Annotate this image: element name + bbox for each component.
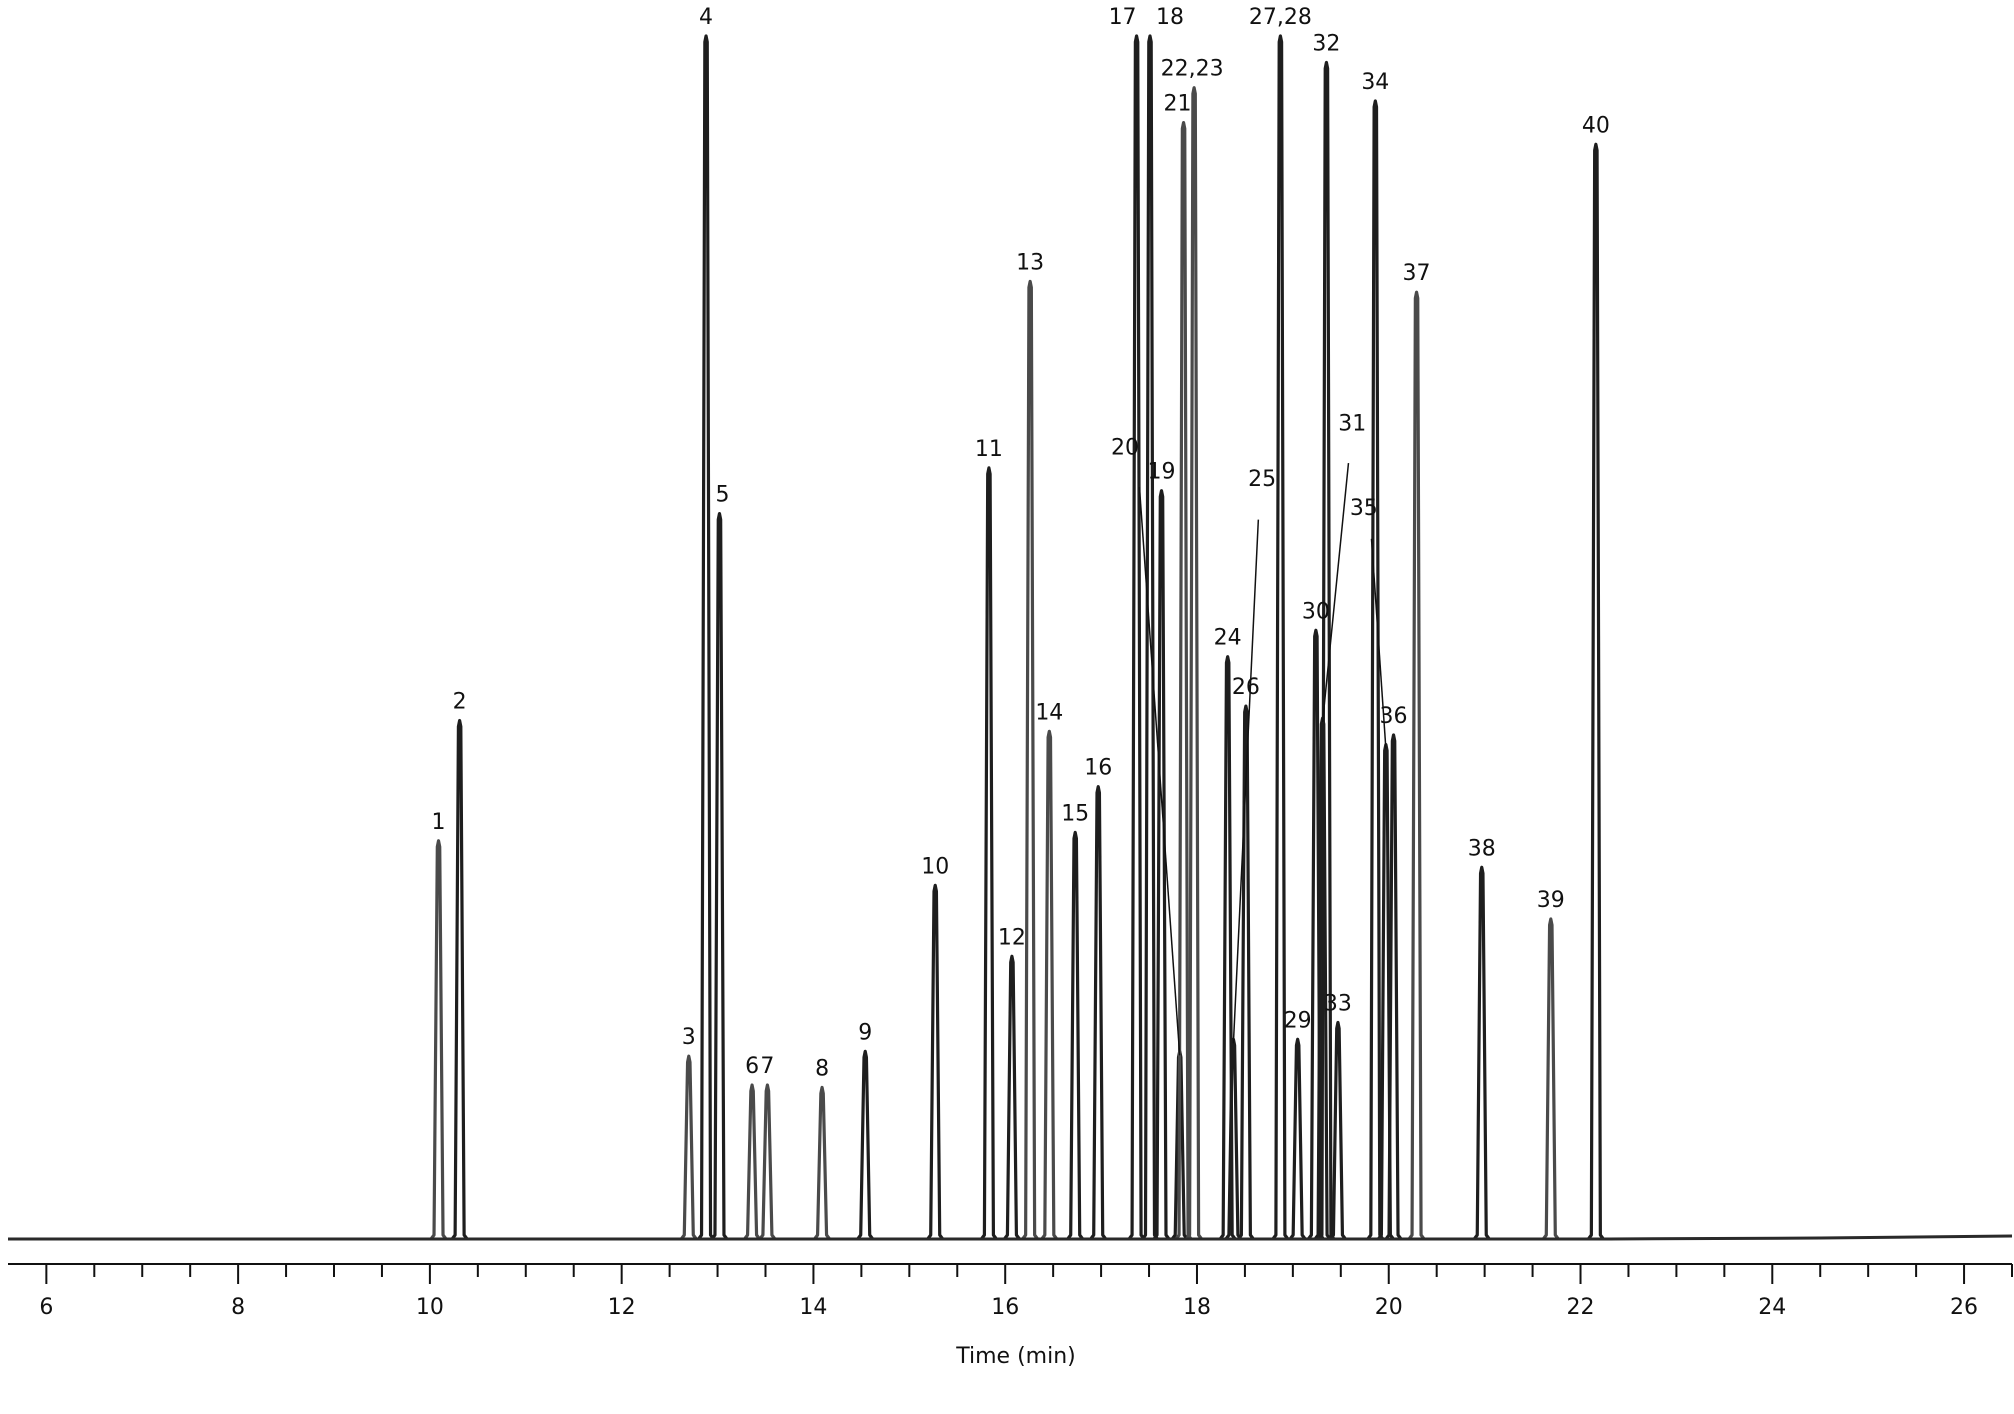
x-tick-label: 24 [1758, 1295, 1786, 1320]
peak-label: 30 [1302, 599, 1330, 624]
peak-13 [1021, 279, 1039, 1240]
peak-6 [743, 1083, 761, 1240]
peak-label: 4 [699, 5, 713, 30]
x-tick-label: 6 [39, 1295, 53, 1320]
peak-32 [1317, 60, 1336, 1240]
peak-label: 3 [682, 1025, 696, 1050]
peak-label: 27,28 [1249, 5, 1312, 30]
peak-38 [1472, 865, 1491, 1240]
peak-24 [1218, 655, 1237, 1240]
peak-19 [1152, 489, 1171, 1240]
peak-label: 14 [1035, 700, 1063, 725]
peak-26 [1237, 704, 1255, 1240]
peak-9 [856, 1049, 874, 1240]
peak-37 [1407, 290, 1426, 1240]
peak-label: 35 [1350, 496, 1378, 521]
peak-5 [710, 511, 729, 1240]
peak-label: 26 [1232, 675, 1260, 700]
peaks-layer [429, 34, 1605, 1240]
peak-36 [1384, 733, 1403, 1240]
peak-label: 2 [453, 690, 467, 715]
peak-label: 24 [1214, 626, 1242, 651]
leader-line [1370, 538, 1387, 749]
peak-11 [980, 466, 998, 1240]
peak-label: 33 [1324, 991, 1352, 1016]
peak-label: 38 [1468, 836, 1496, 861]
leader-lines [1138, 462, 1387, 1056]
peak-18 [1141, 34, 1159, 1240]
peak-label: 31 [1338, 412, 1366, 437]
x-tick-label: 10 [416, 1295, 444, 1320]
peak-label: 22,23 [1161, 57, 1224, 82]
x-tick-label: 22 [1567, 1295, 1595, 1320]
x-axis-ticks: 6 8 10 12 14 16 18 20 22 24 26 [39, 1264, 2013, 1320]
peak-label: 9 [858, 1020, 872, 1045]
peak-17 [1127, 34, 1146, 1240]
peak-label: 39 [1537, 888, 1565, 913]
peak-label: 17 [1109, 5, 1137, 30]
chromatogram-baseline [8, 1234, 2013, 1241]
peak-label: 29 [1284, 1008, 1312, 1033]
peak-label: 10 [921, 854, 949, 879]
peak-7 [758, 1083, 777, 1240]
leader-line [1321, 462, 1350, 723]
peak-label: 12 [998, 925, 1026, 950]
x-tick-label: 18 [1183, 1295, 1211, 1320]
peak-label: 16 [1084, 756, 1112, 781]
peak-label: 6 [745, 1054, 759, 1079]
peak-8 [813, 1085, 831, 1240]
peak-29 [1288, 1037, 1307, 1240]
x-tick-label: 12 [608, 1295, 636, 1320]
peak-label: 11 [975, 437, 1003, 462]
peak-label: 18 [1156, 5, 1184, 30]
peak-label: 7 [760, 1054, 774, 1079]
peak-10 [926, 883, 944, 1240]
peak-12 [1003, 954, 1021, 1240]
x-tick-label: 16 [991, 1295, 1019, 1320]
peak-label: 34 [1361, 70, 1389, 95]
peak-15 [1066, 830, 1084, 1240]
x-tick-label: 8 [231, 1295, 245, 1320]
peak-label: 15 [1061, 801, 1089, 826]
leader-line [1138, 487, 1181, 1056]
peak-14 [1040, 729, 1059, 1240]
peak-3 [680, 1054, 698, 1240]
peak-label: 8 [815, 1056, 829, 1081]
peak-label: 1 [432, 810, 446, 835]
peak-label: 36 [1380, 704, 1408, 729]
peak-label: 13 [1016, 250, 1044, 275]
peak-16 [1089, 785, 1107, 1240]
peak-label: 25 [1248, 467, 1276, 492]
peak-39 [1542, 917, 1560, 1240]
peak-1 [429, 839, 448, 1240]
peak-label: 32 [1312, 31, 1340, 56]
x-axis-title: Time (min) [955, 1344, 1076, 1369]
peak-2 [450, 718, 469, 1240]
peak-label: 40 [1582, 113, 1610, 138]
peak-label: 21 [1164, 92, 1192, 117]
peak-4 [697, 34, 715, 1240]
leader-line [1232, 519, 1260, 1044]
peak-22-23 [1185, 86, 1203, 1240]
peak-27-28 [1271, 34, 1290, 1240]
peak-label: 19 [1147, 460, 1175, 485]
peak-33 [1329, 1020, 1347, 1240]
peak-label: 37 [1403, 261, 1431, 286]
x-tick-label: 26 [1950, 1295, 1978, 1320]
peak-label: 20 [1111, 436, 1139, 461]
x-axis: 6 8 10 12 14 16 18 20 22 24 26 [8, 1263, 2013, 1320]
peak-label: 5 [715, 483, 729, 508]
x-tick-label: 14 [799, 1295, 827, 1320]
peak-40 [1587, 142, 1605, 1240]
x-tick-label: 20 [1375, 1295, 1403, 1320]
